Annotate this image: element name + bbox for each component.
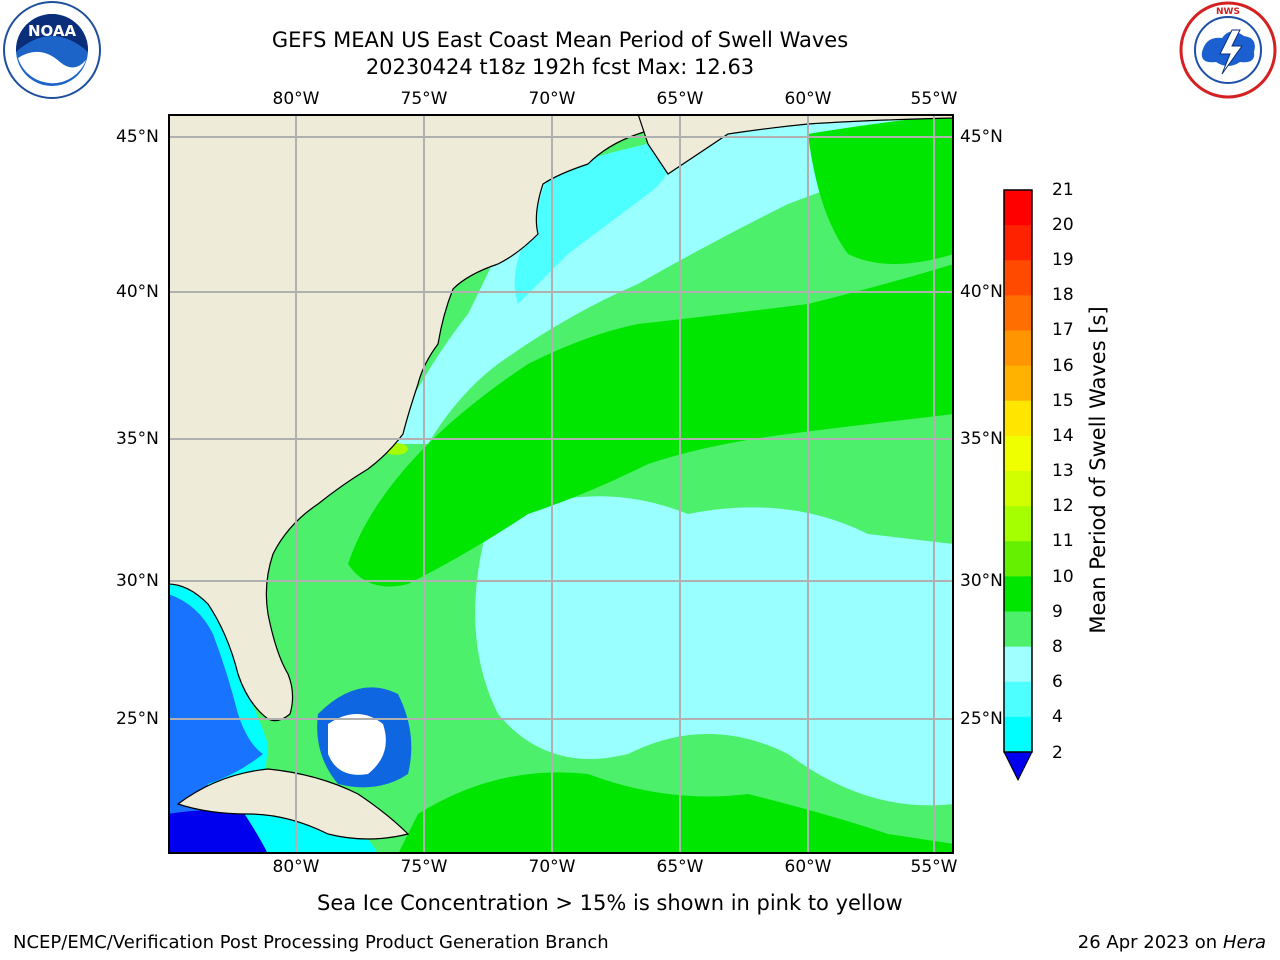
colorbar-swatch [1004, 471, 1032, 507]
cb-tick-10: 10 [1052, 567, 1074, 587]
lon-label-bottom-70w: 70°W [528, 857, 576, 877]
lon-label-top-60w: 60°W [784, 89, 832, 109]
lon-label-bottom-80w: 80°W [272, 857, 320, 877]
colorbar-swatch [1004, 225, 1032, 261]
cb-tick-6: 6 [1052, 672, 1063, 692]
lat-label-right-45n: 45°N [960, 127, 1003, 147]
cb-tick-14: 14 [1052, 426, 1074, 446]
map-panel [168, 114, 954, 854]
lon-label-top-80w: 80°W [272, 89, 320, 109]
lat-label-right-40n: 40°N [960, 282, 1003, 302]
land-cuba [176, 768, 410, 840]
colorbar [1000, 186, 1036, 782]
colorbar-swatch [1004, 576, 1032, 613]
colorbar-swatch [1004, 260, 1032, 296]
svg-text:NWS: NWS [1216, 7, 1240, 17]
nws-logo: NWS [1176, 0, 1280, 100]
colorbar-swatch [1004, 506, 1032, 542]
cb-tick-13: 13 [1052, 461, 1074, 481]
ocean-light-zone [475, 496, 954, 806]
colorbar-swatch [1004, 611, 1032, 648]
colorbar-swatch [1004, 646, 1032, 683]
cb-tick-20: 20 [1052, 215, 1074, 235]
cb-tick-9: 9 [1052, 602, 1063, 622]
cb-tick-17: 17 [1052, 320, 1074, 340]
colorbar-extend-arrow [1003, 751, 1033, 782]
lat-label-right-30n: 30°N [960, 571, 1003, 591]
ocean-green-band [348, 264, 954, 587]
colorbar-swatch [1004, 435, 1032, 472]
lat-label-left-35n: 35°N [116, 429, 159, 449]
cb-tick-18: 18 [1052, 285, 1074, 305]
colorbar-swatch [1004, 400, 1032, 437]
cb-tick-2: 2 [1052, 743, 1063, 763]
lat-label-right-35n: 35°N [960, 429, 1003, 449]
ocean-green-south [398, 772, 954, 854]
sea-ice-note: Sea Ice Concentration > 15% is shown in … [317, 891, 903, 915]
footer-date: 26 Apr 2023 on Hera [1078, 932, 1266, 953]
cb-tick-11: 11 [1052, 531, 1074, 551]
cb-tick-12: 12 [1052, 496, 1074, 516]
lat-label-left-40n: 40°N [116, 282, 159, 302]
ocean-green-northeast [808, 114, 954, 264]
svg-text:NOAA: NOAA [28, 22, 77, 40]
footer-date-text: 26 Apr 2023 on [1077, 932, 1223, 953]
colorbar-swatch [1004, 716, 1032, 753]
footer-host: Hera [1222, 932, 1266, 953]
colorbar-swatch [1004, 365, 1032, 402]
lon-label-top-70w: 70°W [528, 89, 576, 109]
lon-label-top-75w: 75°W [400, 89, 448, 109]
gulf-blue [168, 594, 263, 854]
lat-label-left-45n: 45°N [116, 127, 159, 147]
lon-label-bottom-60w: 60°W [784, 857, 832, 877]
cb-tick-4: 4 [1052, 707, 1063, 727]
colorbar-swatch [1004, 541, 1032, 577]
lon-label-bottom-55w: 55°W [910, 857, 958, 877]
colorbar-swatch [1004, 681, 1032, 718]
lon-label-top-55w: 55°W [910, 89, 958, 109]
footer-producer: NCEP/EMC/Verification Post Processing Pr… [13, 932, 609, 953]
colorbar-swatch [1004, 330, 1032, 367]
graticule [168, 114, 954, 854]
colorbar-swatch [1004, 190, 1032, 226]
lat-label-right-25n: 25°N [960, 709, 1003, 729]
bahamas-white [328, 714, 386, 775]
cb-tick-21: 21 [1052, 180, 1074, 200]
map-subtitle: 20230424 t18z 192h fcst Max: 12.63 [365, 55, 755, 79]
lon-label-bottom-65w: 65°W [656, 857, 704, 877]
cb-tick-16: 16 [1052, 356, 1074, 376]
colorbar-swatch [1004, 295, 1032, 332]
noaa-logo: NOAA [0, 0, 104, 100]
map-title: GEFS MEAN US East Coast Mean Period of S… [271, 28, 849, 52]
lon-label-top-65w: 65°W [656, 89, 704, 109]
lon-label-bottom-75w: 75°W [400, 857, 448, 877]
colorbar-swatches [1004, 190, 1032, 753]
cb-tick-15: 15 [1052, 391, 1074, 411]
lat-label-left-25n: 25°N [116, 709, 159, 729]
cb-tick-8: 8 [1052, 637, 1063, 657]
cb-tick-19: 19 [1052, 250, 1074, 270]
lat-label-left-30n: 30°N [116, 571, 159, 591]
